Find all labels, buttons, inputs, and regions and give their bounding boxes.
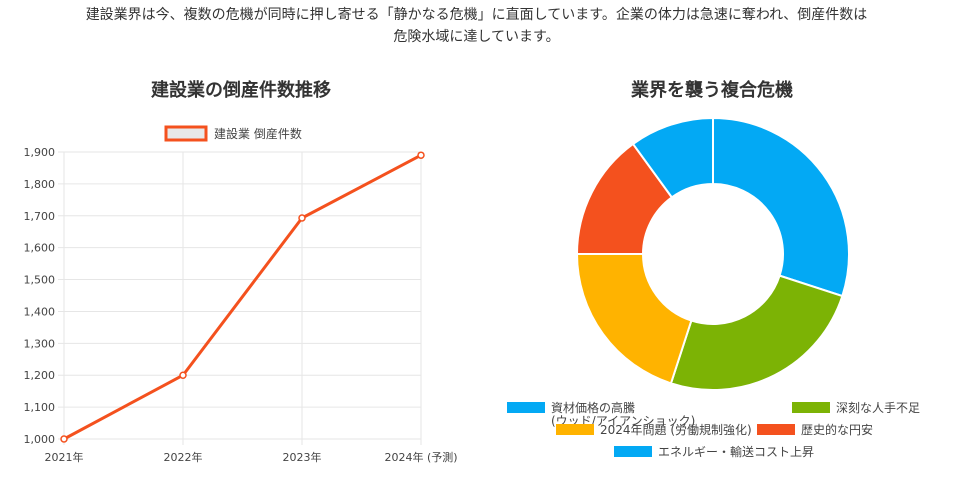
legend-label[interactable]: 歴史的な円安 [801,422,873,437]
x-tick-label: 2023年 [283,450,322,464]
y-tick-label: 1,200 [24,369,56,382]
line-chart: 1,000 1,100 1,200 1,300 1,400 1,500 1,600 1,700… [24,125,458,464]
legend-label[interactable]: エネルギー・輸送コスト上昇 [658,444,814,459]
x-tick-label: 2024年 (予測) [384,450,457,464]
y-tick-label: 1,500 [24,274,56,287]
y-tick-label: 1,700 [24,210,56,223]
series-line [63,153,422,441]
data-point[interactable] [179,371,187,379]
x-tick-label: 2022年 [164,450,203,464]
y-tick-label: 1,000 [24,433,56,446]
legend-swatch[interactable] [757,424,795,435]
data-point[interactable] [60,435,68,443]
donut-slice[interactable] [575,253,693,385]
donut-slice[interactable] [669,274,844,391]
y-tick-label: 1,600 [24,242,56,255]
y-tick-label: 1,400 [24,305,56,318]
donut-chart-title: 業界を襲う複合危機 [631,80,793,101]
intro-line-1: 建設業界は今、複数の危機が同時に押し寄せる「静かなる危機」に直面しています。企業… [85,7,868,23]
legend-label[interactable]: 深刻な人手不足 [836,401,920,415]
legend-swatch[interactable] [507,402,545,413]
legend-swatch[interactable] [164,125,208,142]
legend-swatch[interactable] [792,402,830,413]
line-chart-title: 建設業の倒産件数推移 [151,80,331,101]
y-tick-label: 1,900 [24,146,56,159]
donut-slice[interactable] [712,116,850,298]
legend-label[interactable]: 建設業 倒産件数 [214,126,302,141]
x-tick-label: 2021年 [45,450,84,464]
y-tick-label: 1,100 [24,401,56,414]
legend-swatch[interactable] [614,446,652,457]
legend-swatch[interactable] [556,424,594,435]
legend-label[interactable]: 2024年問題 (労働規制強化) [600,422,752,437]
data-point[interactable] [417,151,425,159]
y-tick-label: 1,800 [24,178,56,191]
intro-text: 建設業界は今、複数の危機が同時に押し寄せる「静かなる危機」に直面しています。企業… [0,4,953,48]
intro-line-2: 危険水域に達しています。 [393,29,560,45]
data-point[interactable] [298,214,306,222]
donut-slice[interactable] [631,116,714,199]
y-tick-label: 1,300 [24,337,56,350]
